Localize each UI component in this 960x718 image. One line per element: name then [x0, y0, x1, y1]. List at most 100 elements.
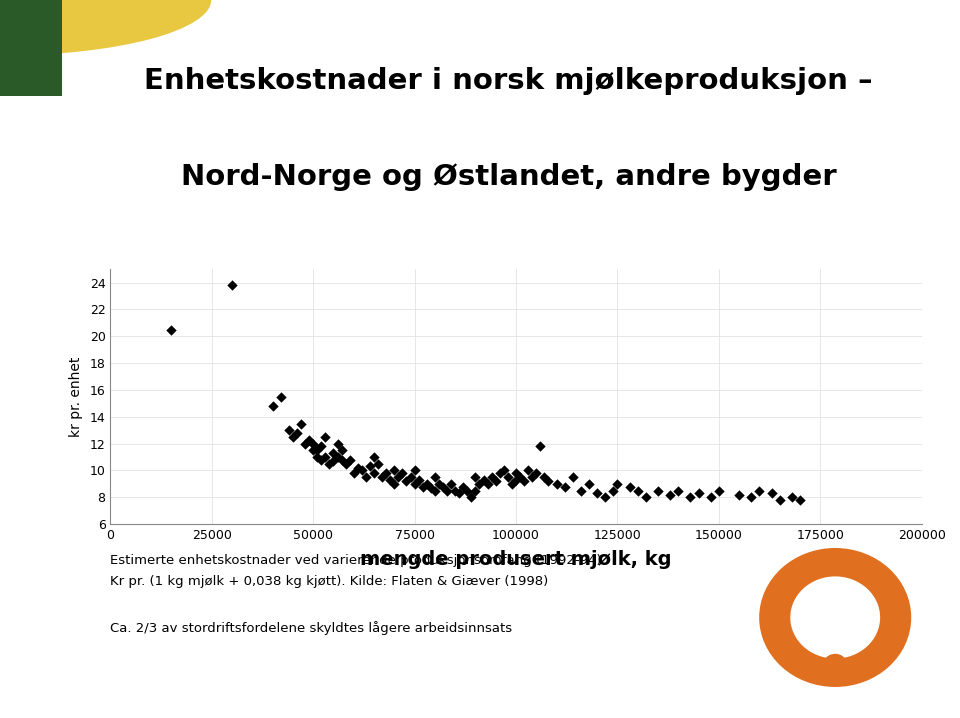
Point	[484, 472, 499, 483]
Point	[367, 467, 382, 479]
Point	[638, 492, 654, 503]
Point	[451, 488, 467, 499]
Point	[670, 485, 685, 496]
Y-axis label: kr pr. enhet: kr pr. enhet	[69, 357, 83, 437]
Point	[589, 488, 605, 499]
Point	[387, 465, 402, 476]
Point	[398, 475, 414, 487]
Point	[711, 485, 727, 496]
Point	[464, 492, 479, 503]
Point	[354, 465, 370, 476]
Point	[784, 492, 800, 503]
Point	[420, 478, 435, 490]
Point	[346, 467, 361, 479]
Point	[792, 494, 807, 505]
Point	[325, 455, 341, 467]
X-axis label: mengde produsert mjølk, kg: mengde produsert mjølk, kg	[360, 550, 672, 569]
Point	[318, 432, 333, 443]
Point	[520, 465, 536, 476]
Point	[509, 467, 524, 479]
Point	[330, 452, 346, 463]
Point	[606, 485, 621, 496]
Point	[468, 485, 483, 496]
Point	[447, 485, 463, 496]
Point	[582, 478, 597, 490]
Point	[468, 472, 483, 483]
Circle shape	[790, 577, 880, 658]
Point	[703, 492, 718, 503]
Point	[492, 467, 508, 479]
Point	[395, 467, 410, 479]
Point	[509, 474, 524, 485]
Point	[407, 478, 422, 490]
Point	[456, 481, 471, 493]
Point	[362, 461, 377, 472]
Point	[557, 481, 572, 493]
Point	[374, 472, 390, 483]
Point	[431, 478, 446, 490]
Point	[476, 474, 492, 485]
Point	[273, 391, 288, 402]
Point	[265, 401, 280, 412]
Point	[488, 475, 503, 487]
Point	[516, 475, 532, 487]
Circle shape	[759, 548, 911, 687]
Point	[565, 472, 581, 483]
Point	[330, 438, 346, 449]
Point	[752, 485, 767, 496]
Point	[504, 478, 519, 490]
Point	[314, 454, 329, 465]
Point	[683, 492, 698, 503]
Text: Enhetskostnader i norsk mjølkeproduksjon –: Enhetskostnader i norsk mjølkeproduksjon…	[145, 67, 873, 95]
Point	[622, 481, 637, 493]
Point	[387, 478, 402, 490]
Point	[301, 434, 317, 445]
Point	[524, 472, 540, 483]
Point	[371, 458, 386, 470]
Point	[309, 444, 324, 456]
Point	[764, 488, 780, 499]
Point	[305, 444, 321, 456]
Text: Estimerte enhetskostnader ved varierende produksjonsomfang (1992-94).: Estimerte enhetskostnader ved varierende…	[110, 554, 606, 567]
Point	[403, 472, 419, 483]
Point	[391, 472, 406, 483]
Point	[440, 485, 455, 496]
Text: Ca. 2/3 av stordriftsfordelene skyldtes lågere arbeidsinnsats: Ca. 2/3 av stordriftsfordelene skyldtes …	[110, 621, 513, 635]
Text: Nord-Norge og Østlandet, andre bygder: Nord-Norge og Østlandet, andre bygder	[181, 163, 836, 191]
Point	[294, 418, 309, 429]
Point	[772, 494, 787, 505]
Point	[500, 472, 516, 483]
Point	[318, 452, 333, 463]
Point	[367, 452, 382, 463]
Point	[298, 438, 313, 449]
Point	[383, 474, 398, 485]
Point	[549, 478, 564, 490]
Point	[285, 432, 300, 443]
Point	[350, 462, 366, 474]
Point	[163, 324, 179, 335]
Point	[691, 488, 707, 499]
Point	[540, 475, 556, 487]
Point	[309, 452, 324, 463]
Point	[338, 458, 353, 470]
Point	[573, 485, 588, 496]
Point	[513, 472, 528, 483]
Point	[314, 441, 329, 452]
Circle shape	[823, 654, 848, 676]
Point	[444, 478, 459, 490]
Point	[322, 458, 337, 470]
Point	[597, 492, 612, 503]
Point	[325, 447, 341, 459]
Point	[407, 465, 422, 476]
Wedge shape	[0, 0, 211, 55]
Point	[423, 482, 439, 494]
Point	[281, 424, 297, 436]
Point	[744, 492, 759, 503]
Point	[630, 485, 645, 496]
Point	[610, 478, 625, 490]
Point	[471, 478, 487, 490]
Point	[334, 444, 349, 456]
Point	[427, 485, 443, 496]
Point	[732, 489, 747, 500]
Point	[411, 474, 426, 485]
